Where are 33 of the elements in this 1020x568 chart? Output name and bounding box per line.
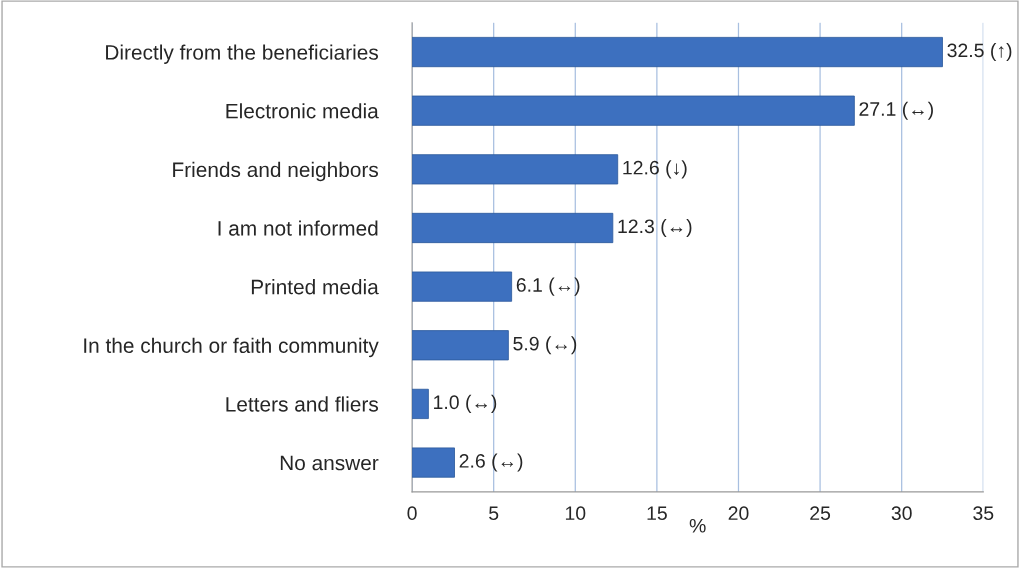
x-tick-label: 25 xyxy=(810,506,831,521)
x-tick-label: 0 xyxy=(407,506,417,521)
data-label: 2.6 (↔) xyxy=(459,453,523,472)
x-axis-title: % xyxy=(689,518,706,533)
bar xyxy=(412,212,614,244)
y-tick-label: Friends and neighbors xyxy=(173,161,379,182)
y-tick-label: No answer xyxy=(280,455,379,471)
x-tick-label: 20 xyxy=(728,506,749,521)
y-tick-label: Letters and fliers xyxy=(226,396,379,412)
bar xyxy=(412,95,855,126)
bar xyxy=(412,36,943,68)
data-label: 6.1 (↔) xyxy=(516,277,580,296)
bar xyxy=(412,447,455,478)
bar xyxy=(412,154,619,185)
bar xyxy=(412,388,429,419)
y-tick-label: I am not informed xyxy=(218,220,378,236)
x-tick-label: 35 xyxy=(973,506,994,521)
x-tick-label: 30 xyxy=(891,506,912,521)
data-label: 12.6 (↓) xyxy=(623,160,687,179)
bar xyxy=(412,271,513,302)
y-tick-label: Directly from the beneficiaries xyxy=(106,44,379,64)
x-tick-label: 10 xyxy=(565,506,586,521)
data-label: 27.1 (↔) xyxy=(859,101,933,120)
data-label: 12.3 (↔) xyxy=(618,218,692,238)
y-tick-label: Printed media xyxy=(251,279,379,295)
y-tick-label: In the church or faith community xyxy=(84,337,379,358)
bar xyxy=(412,330,509,361)
y-tick-label: Electronic media xyxy=(226,103,379,119)
data-label: 1.0 (↔) xyxy=(434,394,497,413)
x-tick-label: 5 xyxy=(489,506,499,521)
data-label: 32.5 (↑) xyxy=(947,42,1012,62)
x-tick-label: 15 xyxy=(647,506,667,521)
data-label: 5.9 (↔) xyxy=(513,336,577,355)
